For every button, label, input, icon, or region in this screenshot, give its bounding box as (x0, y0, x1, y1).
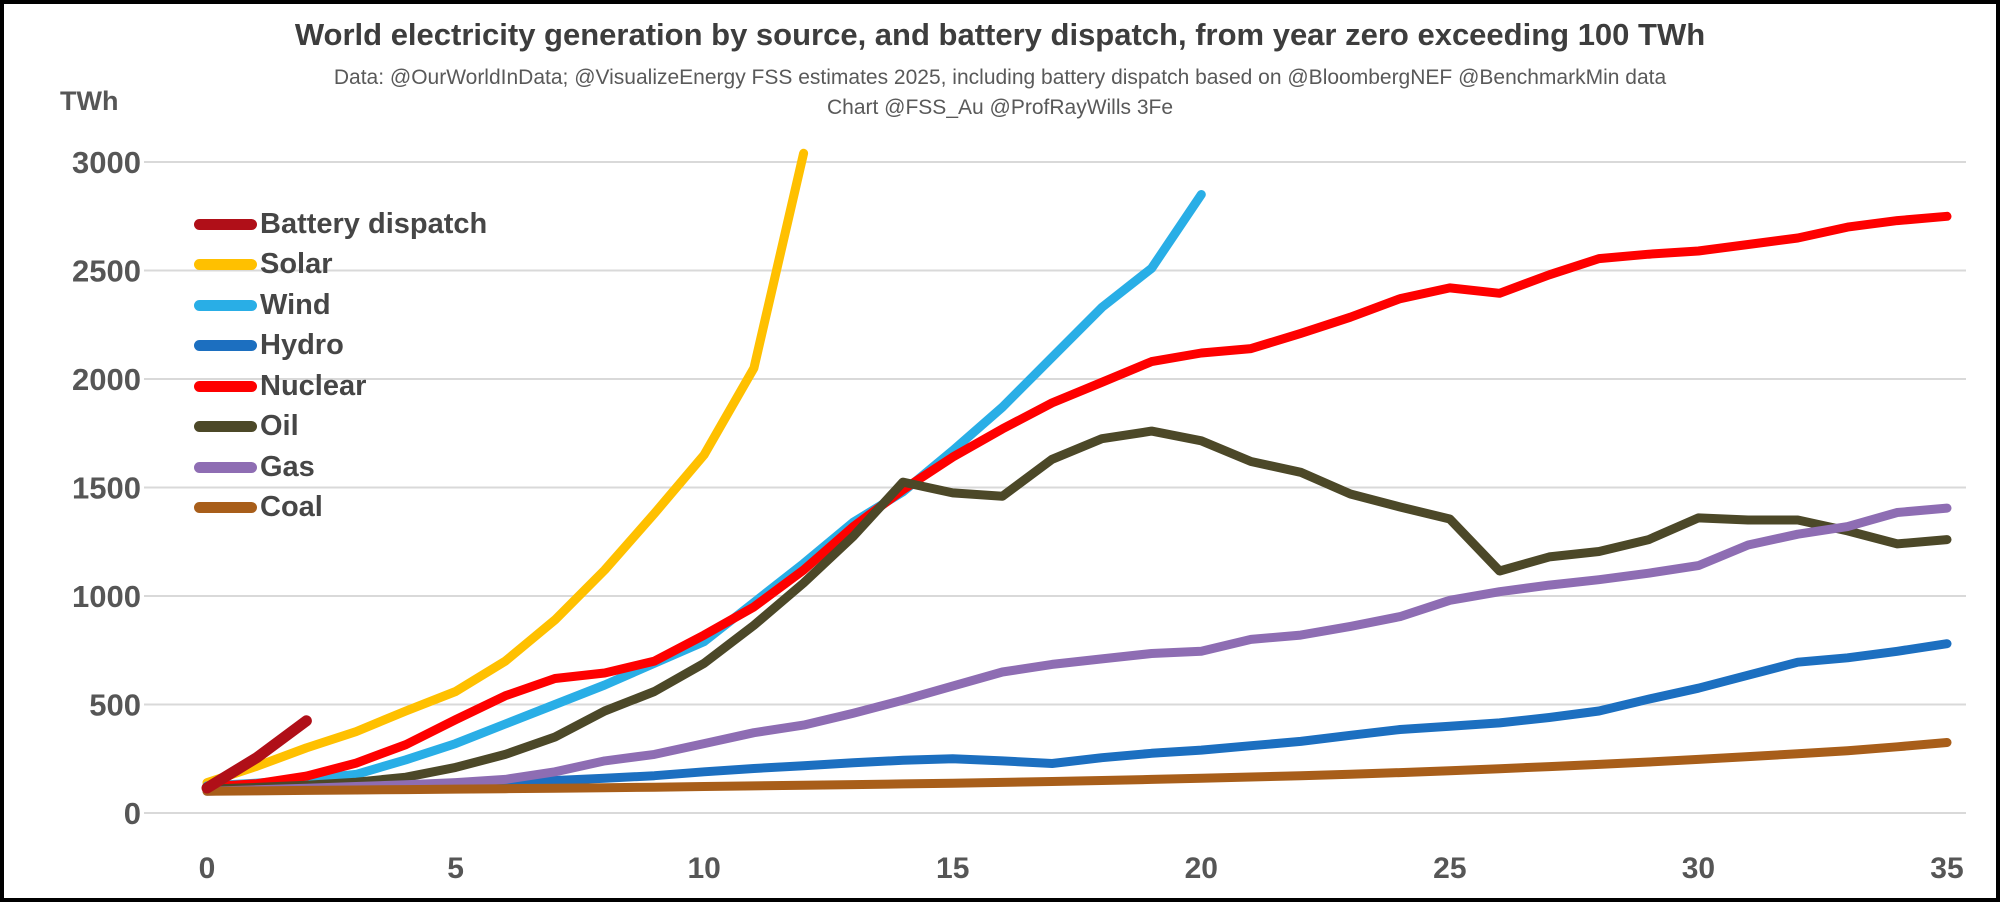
y-tick-label-2500: 2500 (72, 254, 141, 289)
legend-label: Hydro (260, 329, 344, 362)
legend-swatch-nuclear (194, 380, 257, 392)
x-tick-label-0: 0 (199, 852, 216, 885)
y-tick-label-0: 0 (124, 796, 141, 831)
x-tick-label-5: 5 (447, 852, 464, 885)
x-tick-label-25: 25 (1433, 852, 1466, 885)
legend-item-coal: Coal (194, 488, 487, 529)
legend-swatch-wind (194, 299, 257, 311)
legend-label: Solar (260, 248, 333, 281)
y-tick-label-2000: 2000 (72, 362, 141, 397)
line-chart-plot: 0 500 1000 1500 2000 2500 3000 0 5 10 15 20 25 30 35 (72, 145, 1966, 885)
series-line-coal (202, 738, 1952, 796)
legend-label: Gas (260, 450, 315, 483)
y-tick-label-1500: 1500 (72, 471, 141, 506)
x-tick-label-35: 35 (1930, 852, 1963, 885)
x-tick-label-10: 10 (687, 852, 720, 885)
series-line-nuclear (202, 211, 1952, 792)
legend-item-oil: Oil (194, 407, 487, 448)
series-line-solar (202, 148, 809, 788)
x-tick-label-15: 15 (936, 852, 969, 885)
legend-swatch-solar (194, 259, 257, 271)
y-tick-label-1000: 1000 (72, 579, 141, 614)
x-tick-label-20: 20 (1185, 852, 1218, 885)
legend-swatch-battery-dispatch (194, 218, 257, 230)
legend-item-nuclear: Nuclear (194, 366, 487, 407)
legend-label: Nuclear (260, 369, 367, 402)
series-line-gas (202, 503, 1952, 796)
legend-swatch-gas (194, 461, 257, 473)
series-line-oil (202, 426, 1952, 794)
y-axis-unit-label: TWh (60, 86, 119, 116)
legend-swatch-coal (194, 502, 257, 514)
legend-item-solar: Solar (194, 245, 487, 286)
legend-label: Wind (260, 288, 331, 321)
legend-item-battery-dispatch: Battery dispatch (194, 204, 487, 245)
legend-swatch-hydro (194, 340, 257, 352)
series-line-wind (202, 190, 1206, 791)
chart-title: World electricity generation by source, … (294, 17, 1706, 52)
legend-item-hydro: Hydro (194, 326, 487, 367)
y-tick-label-3000: 3000 (72, 145, 141, 180)
legend-label: Battery dispatch (260, 207, 488, 240)
x-tick-label-30: 30 (1682, 852, 1715, 885)
legend-label: Coal (260, 491, 323, 524)
series-line-battery-dispatch (201, 715, 312, 794)
chart-subtitle-line2: Chart @FSS_Au @ProfRayWills 3Fe (826, 96, 1174, 119)
legend-item-gas: Gas (194, 447, 487, 488)
legend-swatch-oil (194, 421, 257, 433)
legend-item-wind: Wind (194, 285, 487, 326)
y-tick-label-500: 500 (89, 688, 141, 723)
chart-subtitle-line1: Data: @OurWorldInData; @VisualizeEnergy … (333, 66, 1667, 89)
legend-label: Oil (260, 410, 299, 443)
chart-legend: Battery dispatch Solar Wind Hydro Nuclea… (194, 204, 487, 528)
